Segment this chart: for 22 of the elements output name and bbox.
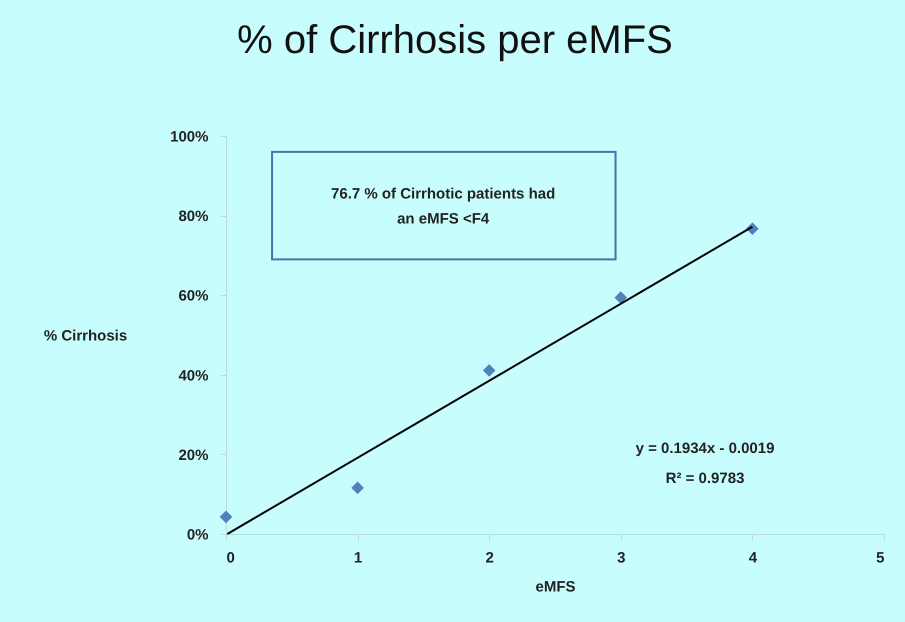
y-axis-title: % Cirrhosis (44, 328, 128, 344)
x-tick-label: 0 (226, 550, 235, 566)
x-tick-label: 2 (486, 550, 494, 566)
point (351, 482, 364, 494)
point (482, 364, 496, 377)
point (220, 510, 232, 524)
point (614, 291, 628, 304)
y-tick-label: 100% (170, 128, 208, 146)
y-tick-label: 60% (178, 288, 208, 305)
y-tick-label: 20% (178, 446, 208, 464)
x-axis-title: eMFS (535, 578, 576, 596)
x-tick-label: 1 (354, 550, 362, 566)
annotation: y = 0.1934x - 0.0019 (636, 440, 774, 458)
chart-title: % of Cirrhosis per eMFS (237, 18, 673, 62)
y-tick-label: 80% (178, 208, 208, 226)
x-tick-label: 4 (748, 550, 758, 566)
y-tick-label: 0% (186, 526, 208, 544)
annotation: R² = 0.9783 (666, 470, 744, 487)
x-tick-label: 3 (617, 550, 626, 566)
y-tick-label: 40% (178, 367, 208, 384)
annotation: 76.7 % of Cirrhotic patients had an eMFS <F4 (331, 186, 556, 228)
x-tick-label: 5 (876, 550, 884, 566)
